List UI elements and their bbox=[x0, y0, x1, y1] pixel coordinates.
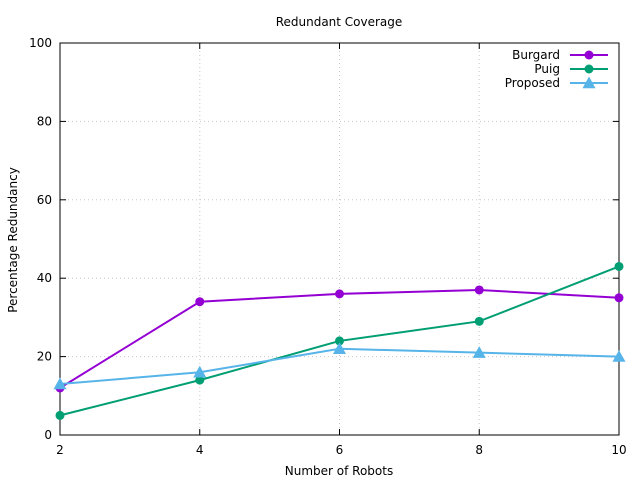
legend-label: Burgard bbox=[512, 48, 560, 62]
series-line bbox=[59, 347, 620, 386]
x-tick-label: 4 bbox=[196, 443, 204, 457]
series-proposed bbox=[53, 342, 626, 390]
data-point bbox=[472, 346, 486, 358]
data-point bbox=[333, 342, 346, 354]
grid bbox=[60, 43, 619, 435]
chart-title: Redundant Coverage bbox=[276, 15, 403, 29]
series-lines bbox=[53, 261, 626, 420]
data-point bbox=[614, 293, 624, 303]
x-tick-label: 8 bbox=[475, 443, 483, 457]
y-tick-label: 0 bbox=[44, 428, 52, 442]
y-tick-label: 60 bbox=[37, 193, 52, 207]
data-point bbox=[335, 336, 344, 346]
y-tick-label: 100 bbox=[29, 36, 52, 50]
x-axis-label: Number of Robots bbox=[285, 464, 393, 478]
data-point bbox=[195, 375, 205, 385]
legend-entry-proposed: Proposed bbox=[505, 76, 608, 90]
legend-marker bbox=[584, 50, 594, 60]
data-point bbox=[474, 316, 484, 326]
legend-label: Proposed bbox=[505, 76, 560, 90]
x-tick-label: 2 bbox=[56, 443, 64, 457]
series-puig bbox=[55, 261, 624, 420]
data-point bbox=[195, 297, 205, 307]
x-tick-label: 10 bbox=[611, 443, 626, 457]
data-point bbox=[55, 410, 65, 420]
x-tick-label: 6 bbox=[336, 443, 344, 457]
data-point bbox=[474, 285, 484, 295]
legend-entry-puig: Puig bbox=[534, 62, 608, 76]
y-tick-label: 40 bbox=[37, 271, 52, 285]
data-point bbox=[335, 289, 344, 299]
data-point bbox=[614, 261, 624, 271]
legend-entry-burgard: Burgard bbox=[512, 48, 608, 62]
y-tick-label: 80 bbox=[37, 114, 52, 128]
y-axis-label: Percentage Redundancy bbox=[6, 167, 20, 313]
legend-marker bbox=[582, 76, 596, 89]
data-point bbox=[612, 350, 626, 362]
legend-label: Puig bbox=[534, 62, 560, 76]
data-point bbox=[193, 365, 207, 378]
y-tick-label: 20 bbox=[37, 350, 52, 364]
legend-marker bbox=[584, 64, 594, 74]
data-point bbox=[53, 377, 67, 390]
